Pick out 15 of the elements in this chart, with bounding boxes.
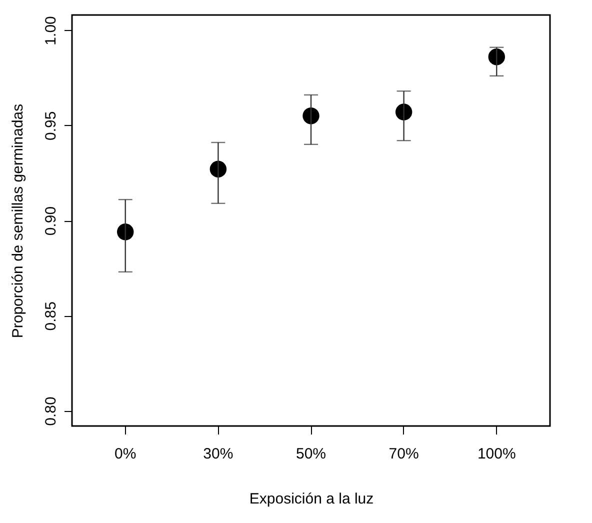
x-tick-label: 70% [388,446,419,462]
x-tick-label: 50% [296,446,326,462]
point [488,48,505,66]
x-axis-title: Exposición a la luz [249,490,374,508]
x-tick-label: 30% [203,446,234,462]
y-axis-title: Proporción de semillas germinadas [10,104,26,338]
y-tick-label: 0.95 [42,111,60,140]
y-tick-label: 0.90 [42,206,60,236]
point [117,224,134,240]
point [302,107,320,124]
y-tick-label: 0.85 [42,302,60,331]
y-tick-label: 0.80 [42,396,60,426]
y-tick-label: 1.00 [42,16,60,46]
x-tick-label: 100% [477,446,516,462]
x-tick-label: 0% [114,446,136,462]
